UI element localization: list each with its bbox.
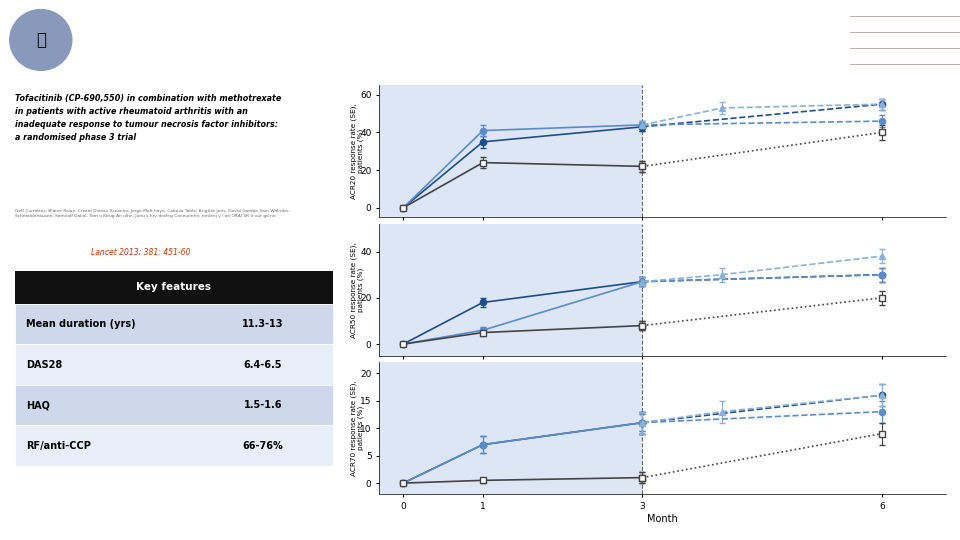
FancyBboxPatch shape xyxy=(14,426,333,466)
FancyBboxPatch shape xyxy=(14,345,333,385)
Text: Tofacitinib (CP-690,550) in combination with methotrexate
in patients with activ: Tofacitinib (CP-690,550) in combination … xyxy=(14,94,281,143)
Text: Αποτελεσματικότητα - ασφάλεια: Αποτελεσματικότητα - ασφάλεια xyxy=(309,56,651,76)
Text: Lancet 2013; 381: 451-60: Lancet 2013; 381: 451-60 xyxy=(91,248,190,257)
Text: Χωρίς ιδιαίτερες παρενέργειες: Χωρίς ιδιαίτερες παρενέργειες xyxy=(711,507,890,518)
Y-axis label: ACR70 response rate (SE),
patients (%): ACR70 response rate (SE), patients (%) xyxy=(350,380,364,476)
FancyBboxPatch shape xyxy=(14,385,333,426)
Text: Anti-TNF-IR: TOF+MTX vs. MTX:: Anti-TNF-IR: TOF+MTX vs. MTX: xyxy=(314,20,646,39)
Text: ORAL-STEP: ORAL-STEP xyxy=(823,106,919,122)
FancyBboxPatch shape xyxy=(14,271,333,304)
Bar xyxy=(379,224,642,356)
Text: 🏛: 🏛 xyxy=(36,31,46,49)
Text: RF/anti-CCP: RF/anti-CCP xyxy=(26,441,91,451)
Text: HAQ: HAQ xyxy=(26,400,50,410)
Bar xyxy=(379,362,642,494)
Y-axis label: ACR20 response rate (SE),
patients (%): ACR20 response rate (SE), patients (%) xyxy=(350,104,364,199)
Circle shape xyxy=(10,10,72,70)
Text: 66-76%: 66-76% xyxy=(242,441,283,451)
Text: Key features: Key features xyxy=(136,282,211,293)
FancyBboxPatch shape xyxy=(14,304,333,345)
Text: 11.3-13: 11.3-13 xyxy=(242,319,283,329)
Text: 1.5-1.6: 1.5-1.6 xyxy=(244,400,282,410)
Text: Mean duration (yrs): Mean duration (yrs) xyxy=(26,319,135,329)
Y-axis label: ACR50 response rate (SE),
patients (%): ACR50 response rate (SE), patients (%) xyxy=(350,242,365,338)
Text: Gelf Currattes, Blaine Rowe, Cristin Diimes-Sccanno, Jorge Malt hoyo, Cabeza Tab: Gelf Currattes, Blaine Rowe, Cristin Dii… xyxy=(14,209,290,218)
X-axis label: Month: Month xyxy=(647,514,678,523)
Bar xyxy=(379,85,642,217)
Text: 6.4-6.5: 6.4-6.5 xyxy=(244,360,282,370)
Text: DAS28: DAS28 xyxy=(26,360,62,370)
